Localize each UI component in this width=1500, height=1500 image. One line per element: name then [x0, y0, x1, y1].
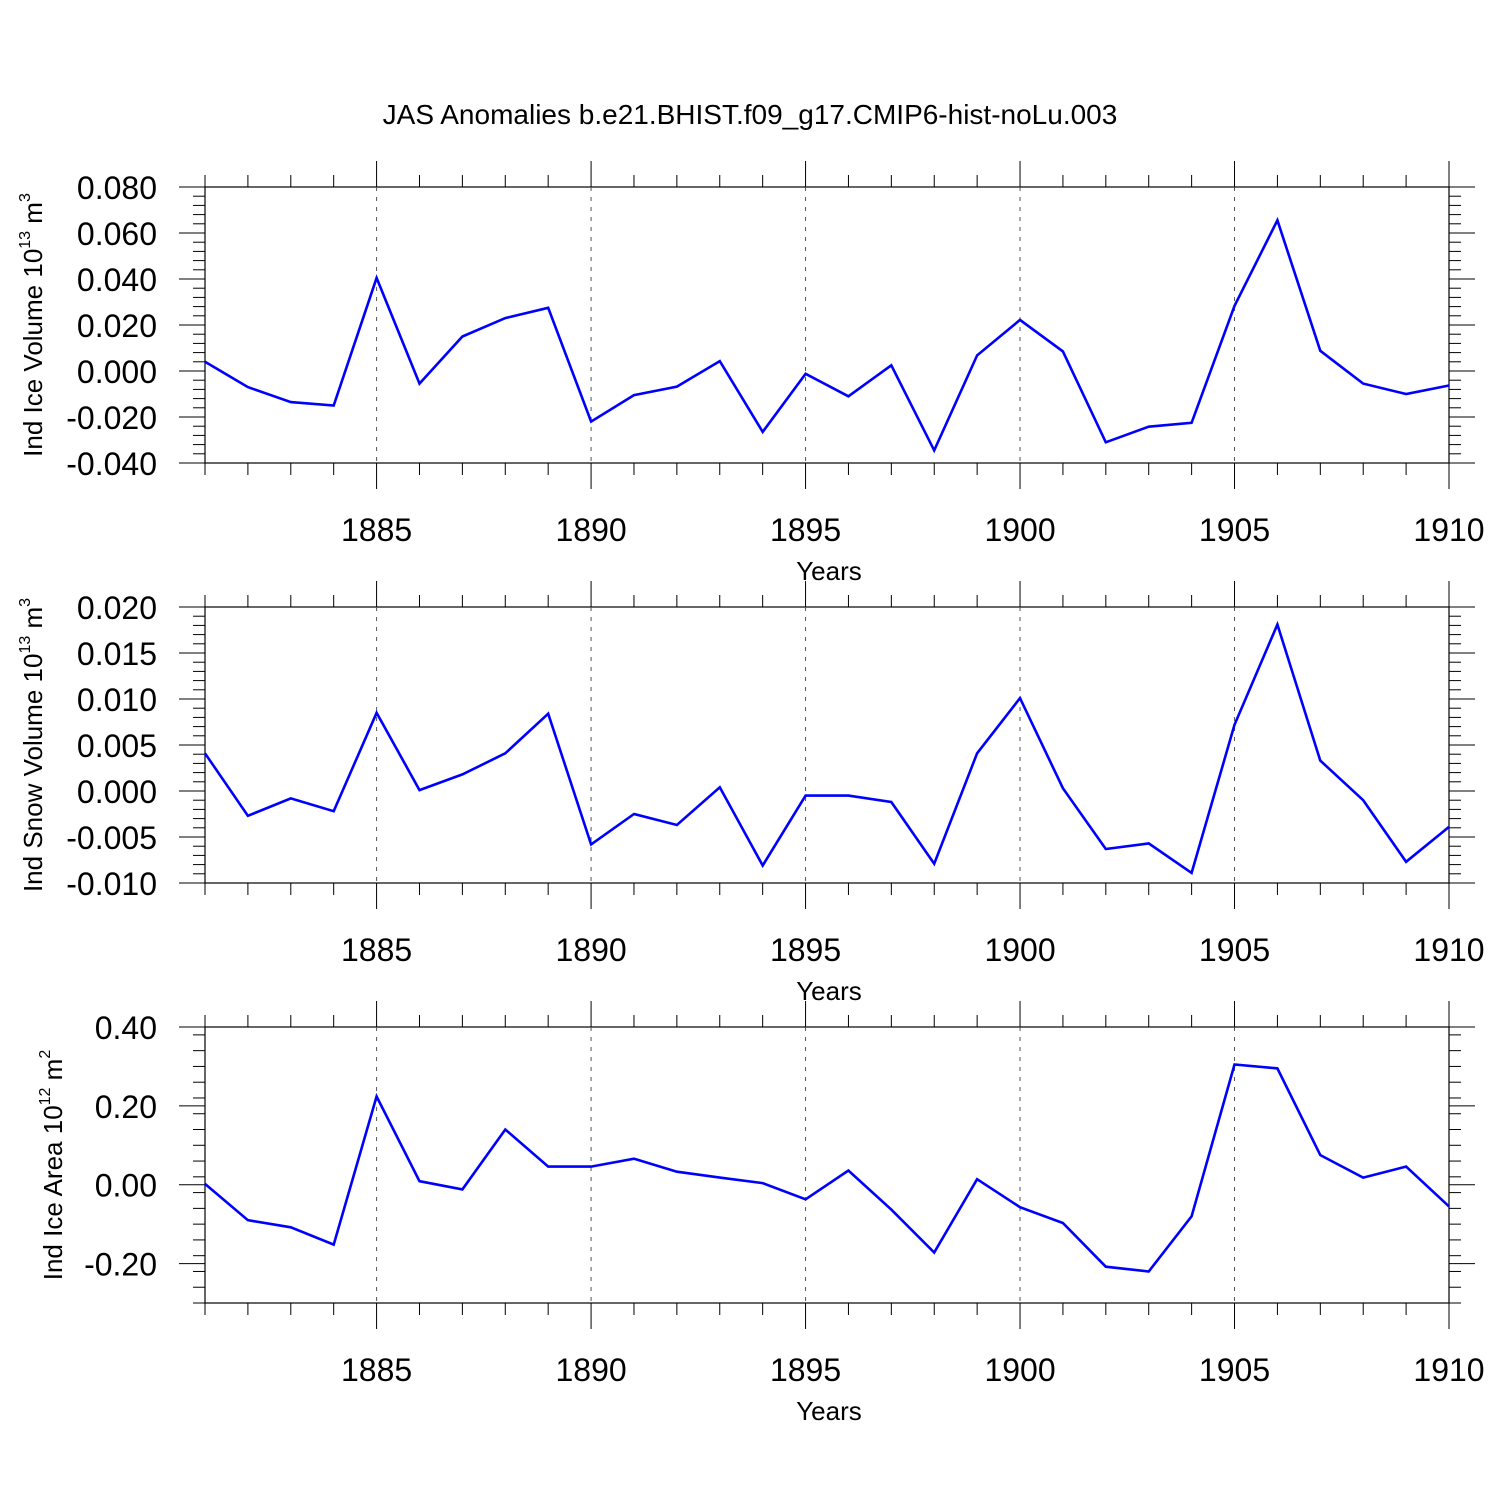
plot-frame: [204, 606, 1450, 884]
chart-panel-2: 1885 1890 1895 1900 1905 1910 Years -0.010 -0.00…: [17, 581, 1485, 1006]
y-axis-label: Ind Snow Volume 1013 m3: [17, 598, 48, 892]
x-tick-label: 1885: [341, 932, 412, 968]
y-tick-label: 0.000: [77, 774, 157, 810]
y-tick-label: 0.060: [77, 216, 157, 252]
x-axis-label: Years: [796, 556, 862, 586]
x-tick-label: 1900: [984, 1352, 1055, 1388]
y-axis-label: Ind Ice Volume 1013 m3: [17, 193, 48, 457]
y-tick-label: 0.080: [77, 170, 157, 206]
y-tick-label: 0.020: [77, 308, 157, 344]
y-tick-label: 0.015: [77, 636, 157, 672]
series-line: [204, 1063, 1450, 1273]
x-tick-label: 1895: [770, 512, 841, 548]
chart-title: JAS Anomalies b.e21.BHIST.f09_g17.CMIP6-…: [383, 99, 1118, 130]
y-tick-label: 0.40: [95, 1010, 157, 1046]
x-axis-label: Years: [796, 1396, 862, 1426]
y-tick-label: -0.005: [66, 820, 157, 856]
y-tick-label: 0.000: [77, 354, 157, 390]
chart-panel-3: 1885 1890 1895 1900 1905 1910 Years -0.20 0.00 0.…: [37, 1001, 1485, 1426]
chart-panel-1: 1885 1890 1895 1900 1905 1910 Years -0.040 -0.02…: [17, 161, 1485, 586]
x-tick-label: 1905: [1199, 932, 1270, 968]
x-tick-label: 1900: [984, 932, 1055, 968]
x-tick-label: 1890: [555, 932, 626, 968]
x-tick-label: 1910: [1413, 512, 1484, 548]
y-tick-label: 0.010: [77, 682, 157, 718]
x-tick-label: 1910: [1413, 1352, 1484, 1388]
y-tick-label: 0.20: [95, 1089, 157, 1125]
x-tick-label: 1885: [341, 1352, 412, 1388]
y-tick-label: 0.005: [77, 728, 157, 764]
x-tick-label: 1895: [770, 1352, 841, 1388]
y-tick-label: -0.020: [66, 400, 157, 436]
x-tick-label: 1890: [555, 1352, 626, 1388]
y-tick-label: 0.040: [77, 262, 157, 298]
plot-frame: [204, 186, 1450, 464]
plot-frame: [204, 1026, 1450, 1304]
x-axis-label: Years: [796, 976, 862, 1006]
panels: 1885 1890 1895 1900 1905 1910 Years -0.040 -0.02…: [17, 161, 1485, 1426]
x-tick-label: 1905: [1199, 512, 1270, 548]
y-tick-label: 0.00: [95, 1168, 157, 1204]
x-tick-label: 1905: [1199, 1352, 1270, 1388]
x-tick-label: 1900: [984, 512, 1055, 548]
series-line: [203, 620, 1450, 875]
series-line: [204, 216, 1450, 454]
y-tick-label: -0.20: [84, 1247, 157, 1283]
y-axis-label: Ind Ice Area 1012 m2: [37, 1050, 68, 1281]
y-tick-label: -0.010: [66, 866, 157, 902]
x-tick-label: 1895: [770, 932, 841, 968]
x-tick-label: 1885: [341, 512, 412, 548]
y-tick-label: -0.040: [66, 446, 157, 482]
y-tick-label: 0.020: [77, 590, 157, 626]
x-tick-label: 1910: [1413, 932, 1484, 968]
x-tick-label: 1890: [555, 512, 626, 548]
